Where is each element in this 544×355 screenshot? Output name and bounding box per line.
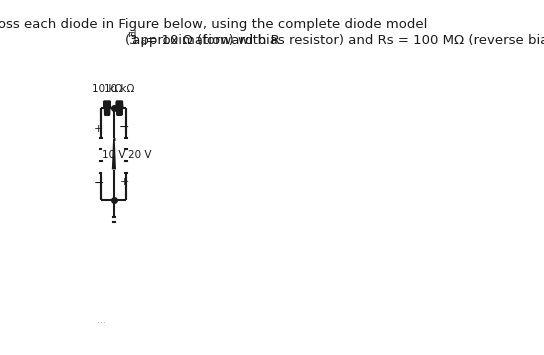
- Text: 10 V: 10 V: [102, 151, 126, 160]
- Text: −: −: [119, 121, 129, 134]
- Text: 20 V: 20 V: [128, 151, 151, 160]
- Text: +: +: [119, 177, 129, 187]
- Polygon shape: [113, 139, 115, 169]
- Text: = 10 Ω (forward bias resistor) and Rs = 100 MΩ (reverse bias resistor).: = 10 Ω (forward bias resistor) and Rs = …: [142, 34, 544, 47]
- Text: rd: rd: [127, 30, 136, 39]
- Text: Determine the voltage across each diode in Figure below, using the complete diod: Determine the voltage across each diode …: [0, 17, 427, 31]
- Text: 10 kΩ: 10 kΩ: [104, 84, 134, 94]
- Text: ...: ...: [97, 315, 106, 325]
- Text: (3: (3: [125, 34, 138, 47]
- Text: approximation) with R: approximation) with R: [128, 34, 280, 47]
- Text: −: −: [94, 177, 104, 190]
- Text: +: +: [94, 124, 103, 134]
- Text: 10 kΩ: 10 kΩ: [92, 84, 122, 94]
- Text: d: d: [141, 38, 147, 47]
